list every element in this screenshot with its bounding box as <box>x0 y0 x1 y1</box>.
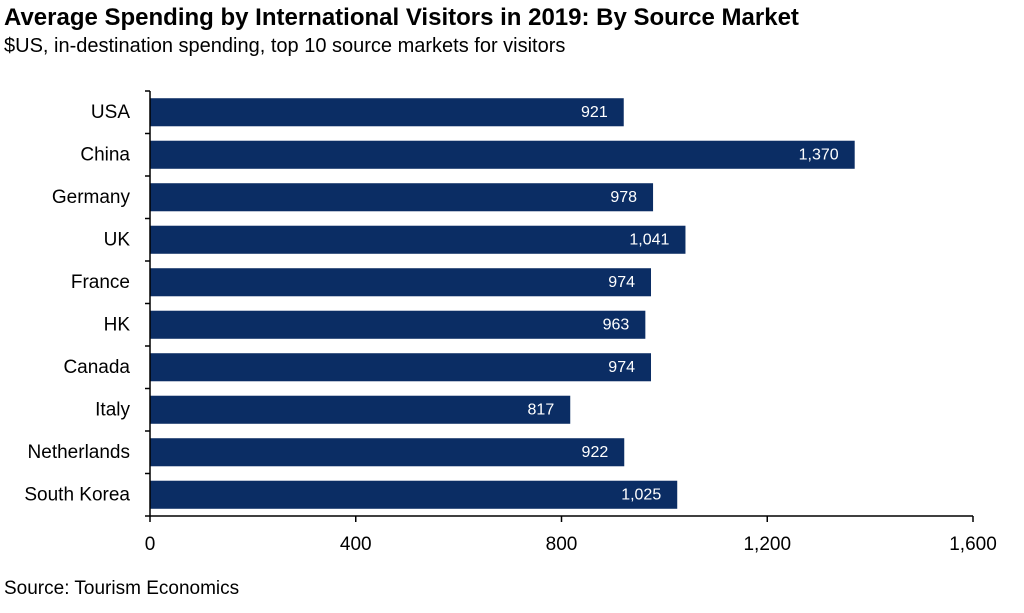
data-label: 1,041 <box>629 231 669 248</box>
data-label: 922 <box>582 444 609 461</box>
axes-group <box>145 90 974 522</box>
bar-hk <box>150 310 646 339</box>
data-label: 921 <box>581 104 608 121</box>
category-label: UK <box>104 229 131 250</box>
bar-uk <box>150 225 686 254</box>
x-tick-label: 400 <box>340 534 372 555</box>
bar-italy <box>150 395 571 424</box>
data-label: 1,025 <box>621 486 661 503</box>
category-label: USA <box>91 102 130 123</box>
chart-title: Average Spending by International Visito… <box>4 4 799 31</box>
category-label: HK <box>104 314 131 335</box>
x-tick-labels: 0 400 800 1,200 1,600 <box>145 534 997 555</box>
category-label: Canada <box>63 357 130 378</box>
data-label: 974 <box>608 359 635 376</box>
data-label: 963 <box>603 316 630 333</box>
bar-canada <box>150 353 652 382</box>
category-label: France <box>71 272 130 293</box>
bar-germany <box>150 183 654 212</box>
category-label: Germany <box>52 187 131 208</box>
bar-usa <box>150 98 624 127</box>
category-label: Netherlands <box>28 442 130 463</box>
x-tick-label: 800 <box>546 534 578 555</box>
x-tick-label: 1,200 <box>743 534 791 555</box>
bar-south-korea <box>150 480 678 509</box>
data-label: 817 <box>528 401 555 418</box>
x-tick-label: 0 <box>145 534 156 555</box>
chart-subtitle: $US, in-destination spending, top 10 sou… <box>4 35 566 57</box>
source-note: Source: Tourism Economics <box>4 578 240 599</box>
data-labels: 921 1,370 978 1,041 974 963 974 817 922 1,025 <box>528 104 839 504</box>
category-label: South Korea <box>24 484 130 505</box>
data-label: 978 <box>610 189 637 206</box>
category-labels: USA China Germany UK France HK Canada Italy Neth… <box>24 102 130 506</box>
bar-china <box>150 140 855 169</box>
category-label: China <box>80 144 130 165</box>
data-label: 974 <box>608 274 635 291</box>
x-tick-label: 1,600 <box>949 534 997 555</box>
bars-group <box>150 98 855 509</box>
bar-netherlands <box>150 438 625 467</box>
data-label: 1,370 <box>799 146 839 163</box>
category-label: Italy <box>95 399 130 420</box>
bar-france <box>150 268 652 297</box>
